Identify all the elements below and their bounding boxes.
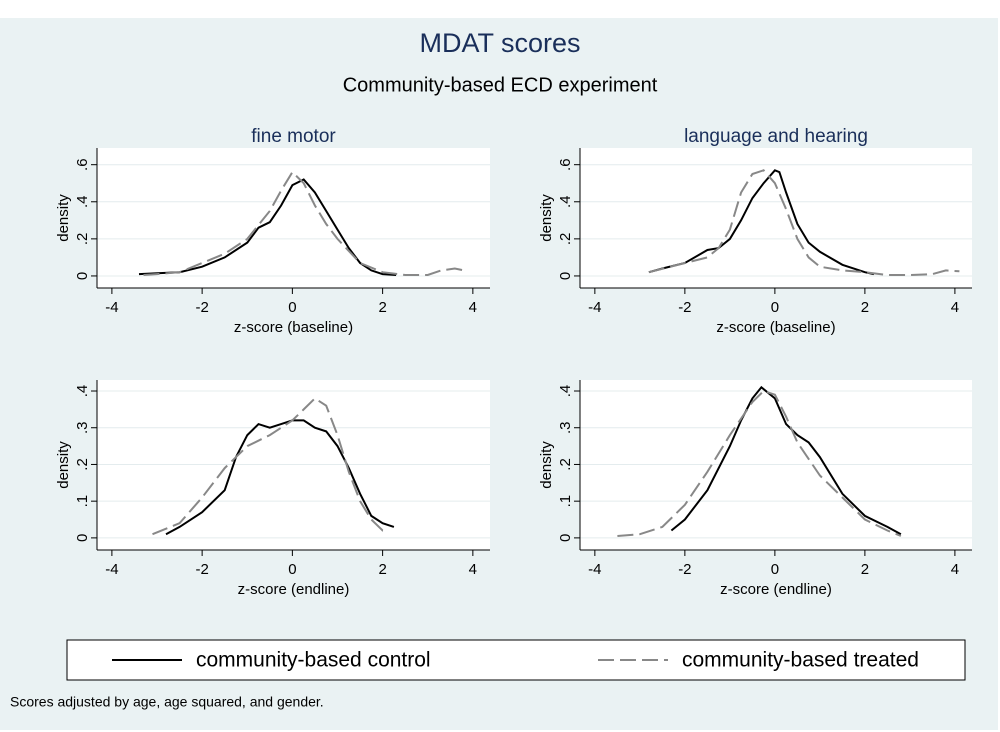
y-tick-label: 0	[74, 272, 91, 280]
y-tick-label: 0	[557, 272, 574, 280]
x-tick-label: -2	[195, 561, 208, 578]
density-line	[670, 385, 902, 536]
y-tick-label: .4	[557, 385, 574, 398]
density-line	[617, 389, 902, 537]
y-axis-label: density	[55, 194, 72, 242]
x-tick-label: -2	[678, 561, 691, 578]
y-tick-label: .6	[74, 158, 91, 171]
x-tick-label: -4	[588, 299, 601, 316]
density-line	[648, 169, 960, 276]
x-axis-label: z-score (baseline)	[716, 319, 835, 336]
y-tick-label: .1	[557, 495, 574, 508]
y-tick-label: .1	[74, 495, 91, 508]
x-tick-label: 0	[288, 299, 296, 316]
y-tick-label: .6	[557, 158, 574, 171]
y-axis-label: density	[55, 441, 72, 489]
x-axis-label: z-score (endline)	[238, 581, 350, 598]
legend-label: community-based control	[196, 649, 431, 672]
plot-area	[580, 380, 972, 550]
plot-area	[580, 148, 972, 288]
x-tick-label: 2	[861, 299, 869, 316]
y-tick-label: .3	[557, 421, 574, 434]
x-tick-label: 4	[469, 299, 477, 316]
legend-label: community-based treated	[682, 649, 919, 672]
x-tick-label: 4	[951, 299, 959, 316]
legend-box	[66, 639, 966, 681]
x-tick-label: -4	[105, 299, 118, 316]
x-tick-label: 4	[951, 561, 959, 578]
density-line	[152, 397, 388, 536]
y-tick-label: 0	[74, 534, 91, 542]
x-tick-label: -4	[588, 561, 601, 578]
y-tick-label: .4	[74, 196, 91, 209]
x-tick-label: 2	[378, 561, 386, 578]
x-tick-label: 0	[771, 561, 779, 578]
y-tick-label: .4	[74, 385, 91, 398]
y-axis-label: density	[538, 441, 555, 489]
y-tick-label: .4	[557, 196, 574, 209]
density-line	[138, 178, 397, 276]
panel-title: language and hearing	[684, 126, 868, 147]
x-tick-label: -4	[105, 561, 118, 578]
plot-area	[97, 148, 490, 288]
x-tick-label: 0	[771, 299, 779, 316]
y-tick-label: .2	[557, 233, 574, 246]
x-tick-label: -2	[678, 299, 691, 316]
y-tick-label: 0	[557, 534, 574, 542]
x-tick-label: 4	[469, 561, 477, 578]
subtitle: Community-based ECD experiment	[343, 74, 658, 96]
y-tick-label: .2	[557, 458, 574, 471]
y-axis-label: density	[538, 194, 555, 242]
plot-area	[97, 380, 490, 550]
x-tick-label: 2	[861, 561, 869, 578]
x-tick-label: 0	[288, 561, 296, 578]
y-tick-label: .2	[74, 458, 91, 471]
background	[0, 18, 998, 730]
x-axis-label: z-score (endline)	[720, 581, 832, 598]
x-tick-label: 2	[378, 299, 386, 316]
x-tick-label: -2	[195, 299, 208, 316]
panel-title: fine motor	[251, 126, 336, 147]
y-tick-label: .3	[74, 421, 91, 434]
title: MDAT scores	[419, 28, 580, 58]
note: Scores adjusted by age, age squared, and…	[10, 694, 324, 710]
y-tick-label: .2	[74, 233, 91, 246]
density-line	[143, 170, 465, 276]
x-axis-label: z-score (baseline)	[234, 319, 353, 336]
